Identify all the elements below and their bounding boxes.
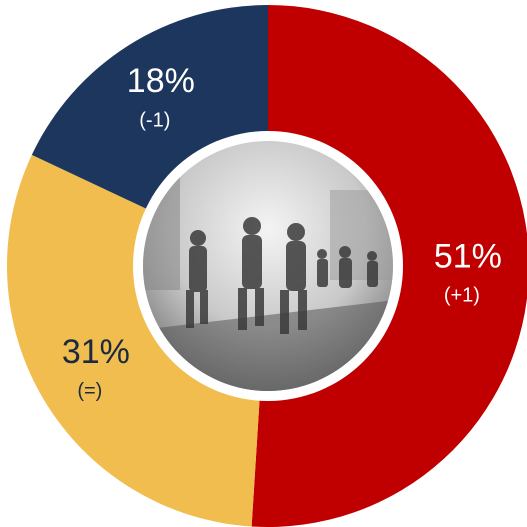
value-label: 51% bbox=[434, 237, 502, 275]
change-label: (-1) bbox=[139, 109, 170, 131]
change-label: (+1) bbox=[444, 285, 480, 307]
change-label: (=) bbox=[77, 380, 102, 402]
value-label: 18% bbox=[127, 62, 195, 100]
labels: 51% (+1) 31% (=) 18% (-1) bbox=[62, 62, 502, 402]
value-label: 31% bbox=[62, 333, 130, 371]
